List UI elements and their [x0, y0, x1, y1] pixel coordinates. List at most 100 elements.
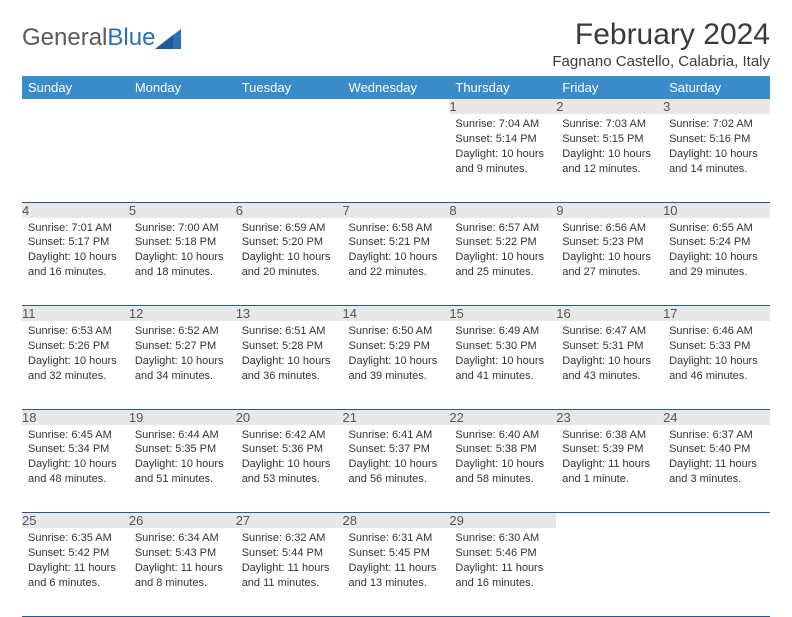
day-detail: Sunrise: 6:47 AMSunset: 5:31 PMDaylight:…	[556, 321, 663, 387]
day-detail: Sunrise: 6:42 AMSunset: 5:36 PMDaylight:…	[236, 425, 343, 491]
day-cell: Sunrise: 7:01 AMSunset: 5:17 PMDaylight:…	[22, 218, 129, 306]
title-block: February 2024 Fagnano Castello, Calabria…	[552, 18, 770, 70]
sunrise-line: Sunrise: 6:44 AM	[135, 429, 219, 441]
day-detail: Sunrise: 7:00 AMSunset: 5:18 PMDaylight:…	[129, 218, 236, 284]
day-cell: Sunrise: 6:30 AMSunset: 5:46 PMDaylight:…	[449, 528, 556, 616]
sunrise-line: Sunrise: 6:38 AM	[562, 429, 646, 441]
day-detail: Sunrise: 6:51 AMSunset: 5:28 PMDaylight:…	[236, 321, 343, 387]
day-number: 18	[22, 409, 129, 425]
day-cell: Sunrise: 6:59 AMSunset: 5:20 PMDaylight:…	[236, 218, 343, 306]
day-number: 19	[129, 409, 236, 425]
daylight-line: Daylight: 11 hours and 16 minutes.	[455, 562, 543, 589]
day-detail: Sunrise: 6:52 AMSunset: 5:27 PMDaylight:…	[129, 321, 236, 387]
daylight-line: Daylight: 10 hours and 58 minutes.	[455, 458, 544, 485]
sunset-line: Sunset: 5:33 PM	[669, 340, 750, 352]
day-number: 10	[663, 202, 770, 218]
day-number: 22	[449, 409, 556, 425]
daylight-line: Daylight: 10 hours and 9 minutes.	[455, 148, 544, 175]
day-detail: Sunrise: 7:04 AMSunset: 5:14 PMDaylight:…	[449, 114, 556, 180]
day-detail: Sunrise: 6:59 AMSunset: 5:20 PMDaylight:…	[236, 218, 343, 284]
day-detail: Sunrise: 7:02 AMSunset: 5:16 PMDaylight:…	[663, 114, 770, 180]
daylight-line: Daylight: 10 hours and 41 minutes.	[455, 355, 544, 382]
day-number	[556, 513, 663, 529]
week-row: Sunrise: 6:45 AMSunset: 5:34 PMDaylight:…	[22, 425, 770, 513]
sunset-line: Sunset: 5:15 PM	[562, 133, 643, 145]
week-row: Sunrise: 6:53 AMSunset: 5:26 PMDaylight:…	[22, 321, 770, 409]
day-cell: Sunrise: 6:49 AMSunset: 5:30 PMDaylight:…	[449, 321, 556, 409]
logo-part2: Blue	[107, 24, 155, 51]
day-detail: Sunrise: 6:50 AMSunset: 5:29 PMDaylight:…	[343, 321, 450, 387]
day-detail: Sunrise: 6:44 AMSunset: 5:35 PMDaylight:…	[129, 425, 236, 491]
day-number	[343, 99, 450, 114]
day-number: 12	[129, 306, 236, 322]
weekday-header: Wednesday	[343, 76, 450, 99]
month-title: February 2024	[552, 18, 770, 51]
day-detail: Sunrise: 6:32 AMSunset: 5:44 PMDaylight:…	[236, 528, 343, 594]
day-number: 26	[129, 513, 236, 529]
day-detail: Sunrise: 6:34 AMSunset: 5:43 PMDaylight:…	[129, 528, 236, 594]
day-cell: Sunrise: 6:53 AMSunset: 5:26 PMDaylight:…	[22, 321, 129, 409]
day-number: 6	[236, 202, 343, 218]
sunrise-line: Sunrise: 6:31 AM	[349, 532, 433, 544]
sunrise-line: Sunrise: 6:45 AM	[28, 429, 112, 441]
day-cell: Sunrise: 6:47 AMSunset: 5:31 PMDaylight:…	[556, 321, 663, 409]
day-cell: Sunrise: 6:46 AMSunset: 5:33 PMDaylight:…	[663, 321, 770, 409]
day-number	[663, 513, 770, 529]
day-cell: Sunrise: 6:50 AMSunset: 5:29 PMDaylight:…	[343, 321, 450, 409]
day-number: 4	[22, 202, 129, 218]
day-number: 28	[343, 513, 450, 529]
sunrise-line: Sunrise: 6:47 AM	[562, 325, 646, 337]
daynum-row: 2526272829	[22, 513, 770, 529]
day-number: 15	[449, 306, 556, 322]
daynum-row: 45678910	[22, 202, 770, 218]
day-cell: Sunrise: 6:55 AMSunset: 5:24 PMDaylight:…	[663, 218, 770, 306]
day-number: 9	[556, 202, 663, 218]
weekday-header: Friday	[556, 76, 663, 99]
day-number: 20	[236, 409, 343, 425]
sunrise-line: Sunrise: 6:53 AM	[28, 325, 112, 337]
daylight-line: Daylight: 10 hours and 14 minutes.	[669, 148, 758, 175]
day-number: 13	[236, 306, 343, 322]
weekday-header: Tuesday	[236, 76, 343, 99]
sunrise-line: Sunrise: 7:00 AM	[135, 222, 219, 234]
day-detail: Sunrise: 6:49 AMSunset: 5:30 PMDaylight:…	[449, 321, 556, 387]
day-number	[22, 99, 129, 114]
location-label: Fagnano Castello, Calabria, Italy	[552, 53, 770, 70]
day-number: 29	[449, 513, 556, 529]
day-cell: Sunrise: 7:03 AMSunset: 5:15 PMDaylight:…	[556, 114, 663, 202]
sunset-line: Sunset: 5:23 PM	[562, 236, 643, 248]
sunset-line: Sunset: 5:35 PM	[135, 443, 216, 455]
day-cell: Sunrise: 6:42 AMSunset: 5:36 PMDaylight:…	[236, 425, 343, 513]
sunrise-line: Sunrise: 6:30 AM	[455, 532, 539, 544]
sunset-line: Sunset: 5:38 PM	[455, 443, 536, 455]
sunset-line: Sunset: 5:24 PM	[669, 236, 750, 248]
day-cell: Sunrise: 6:37 AMSunset: 5:40 PMDaylight:…	[663, 425, 770, 513]
calendar-table: Sunday Monday Tuesday Wednesday Thursday…	[22, 76, 770, 617]
sunset-line: Sunset: 5:31 PM	[562, 340, 643, 352]
day-number: 24	[663, 409, 770, 425]
day-cell	[343, 114, 450, 202]
day-detail: Sunrise: 6:31 AMSunset: 5:45 PMDaylight:…	[343, 528, 450, 594]
logo-part1: General	[22, 24, 107, 51]
sunrise-line: Sunrise: 6:50 AM	[349, 325, 433, 337]
day-number: 2	[556, 99, 663, 114]
day-cell: Sunrise: 7:04 AMSunset: 5:14 PMDaylight:…	[449, 114, 556, 202]
day-number	[129, 99, 236, 114]
daylight-line: Daylight: 10 hours and 27 minutes.	[562, 251, 651, 278]
sunset-line: Sunset: 5:21 PM	[349, 236, 430, 248]
day-detail: Sunrise: 6:55 AMSunset: 5:24 PMDaylight:…	[663, 218, 770, 284]
sunset-line: Sunset: 5:14 PM	[455, 133, 536, 145]
day-detail: Sunrise: 6:56 AMSunset: 5:23 PMDaylight:…	[556, 218, 663, 284]
daylight-line: Daylight: 10 hours and 46 minutes.	[669, 355, 758, 382]
day-number: 25	[22, 513, 129, 529]
day-number: 23	[556, 409, 663, 425]
day-cell: Sunrise: 6:40 AMSunset: 5:38 PMDaylight:…	[449, 425, 556, 513]
sunrise-line: Sunrise: 6:42 AM	[242, 429, 326, 441]
day-cell: Sunrise: 6:45 AMSunset: 5:34 PMDaylight:…	[22, 425, 129, 513]
daylight-line: Daylight: 11 hours and 6 minutes.	[28, 562, 116, 589]
day-cell	[556, 528, 663, 616]
sunrise-line: Sunrise: 6:51 AM	[242, 325, 326, 337]
day-detail: Sunrise: 6:46 AMSunset: 5:33 PMDaylight:…	[663, 321, 770, 387]
sunrise-line: Sunrise: 6:37 AM	[669, 429, 753, 441]
daylight-line: Daylight: 10 hours and 32 minutes.	[28, 355, 117, 382]
